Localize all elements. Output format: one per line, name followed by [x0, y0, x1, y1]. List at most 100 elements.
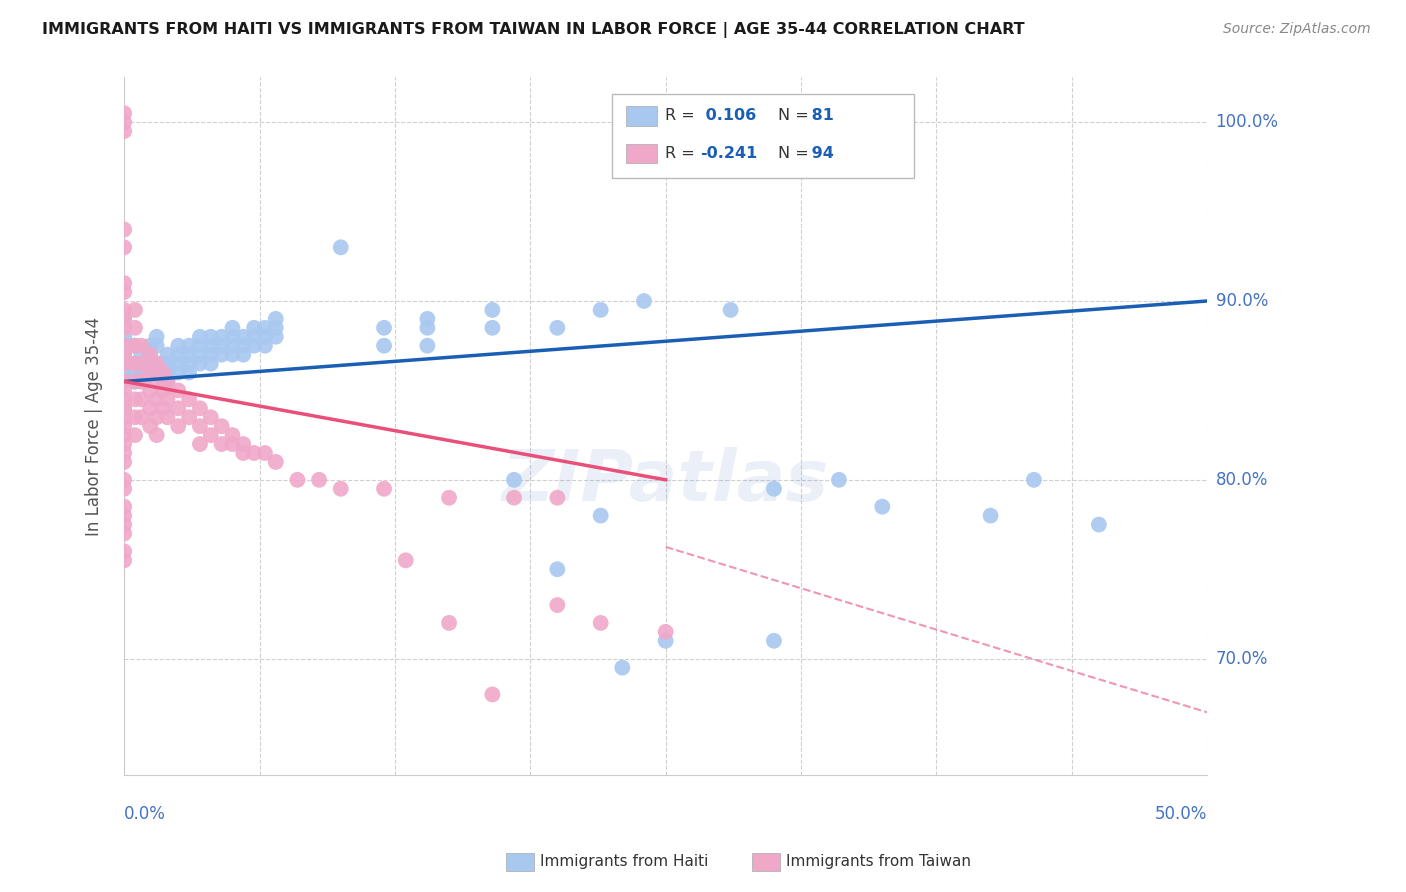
Point: [139, 401, 162, 416]
Point: [112, 357, 135, 371]
Point: [167, 339, 190, 353]
Point: [546, 321, 568, 335]
Point: [395, 553, 418, 567]
Point: [124, 375, 146, 389]
Point: [145, 392, 167, 407]
Text: 100.0%: 100.0%: [1216, 113, 1278, 131]
Point: [112, 446, 135, 460]
Point: [112, 384, 135, 398]
Point: [200, 410, 222, 425]
Point: [156, 375, 179, 389]
Point: [232, 437, 254, 451]
Point: [179, 366, 201, 380]
Point: [437, 615, 460, 630]
Point: [264, 321, 287, 335]
Point: [211, 348, 233, 362]
Point: [124, 302, 146, 317]
Point: [253, 339, 276, 353]
Text: ZIPatlas: ZIPatlas: [502, 448, 830, 516]
Point: [131, 410, 153, 425]
Point: [416, 311, 439, 326]
Point: [124, 339, 146, 353]
Text: R =: R =: [665, 109, 695, 123]
Point: [112, 330, 135, 344]
Point: [654, 624, 676, 639]
Point: [131, 366, 153, 380]
Point: [503, 491, 526, 505]
Point: [1022, 473, 1045, 487]
Text: 50.0%: 50.0%: [1154, 805, 1208, 823]
Text: 94: 94: [806, 146, 834, 161]
Point: [112, 285, 135, 299]
Point: [131, 357, 153, 371]
Point: [179, 339, 201, 353]
Point: [264, 330, 287, 344]
Point: [145, 375, 167, 389]
Point: [179, 392, 201, 407]
Point: [156, 357, 179, 371]
Point: [152, 384, 174, 398]
Point: [188, 348, 211, 362]
Point: [112, 106, 135, 120]
Point: [112, 428, 135, 442]
Point: [112, 222, 135, 236]
Point: [145, 410, 167, 425]
Text: R =: R =: [665, 146, 695, 161]
Point: [232, 339, 254, 353]
Point: [308, 473, 330, 487]
Point: [112, 375, 135, 389]
Point: [589, 615, 612, 630]
Point: [188, 419, 211, 434]
Point: [211, 339, 233, 353]
Point: [167, 401, 190, 416]
Point: [762, 482, 785, 496]
Point: [167, 419, 190, 434]
Point: [167, 357, 190, 371]
Point: [124, 375, 146, 389]
Point: [546, 598, 568, 612]
Point: [179, 348, 201, 362]
Point: [179, 410, 201, 425]
Text: Source: ZipAtlas.com: Source: ZipAtlas.com: [1223, 22, 1371, 37]
Point: [188, 401, 211, 416]
Point: [139, 339, 162, 353]
Point: [179, 357, 201, 371]
Point: [145, 339, 167, 353]
Text: N =: N =: [778, 109, 808, 123]
Point: [633, 293, 655, 308]
Point: [112, 392, 135, 407]
Point: [112, 410, 135, 425]
Point: [253, 330, 276, 344]
Point: [232, 348, 254, 362]
Point: [112, 553, 135, 567]
Point: [112, 339, 135, 353]
Point: [112, 302, 135, 317]
Point: [112, 517, 135, 532]
Point: [112, 366, 135, 380]
Point: [112, 500, 135, 514]
Point: [287, 473, 309, 487]
Point: [112, 115, 135, 129]
Point: [156, 348, 179, 362]
Point: [131, 348, 153, 362]
Point: [872, 500, 894, 514]
Point: [980, 508, 1002, 523]
Point: [139, 384, 162, 398]
Point: [124, 366, 146, 380]
Point: [188, 357, 211, 371]
Point: [232, 446, 254, 460]
Point: [124, 410, 146, 425]
Point: [221, 348, 243, 362]
Point: [131, 375, 153, 389]
Point: [167, 366, 190, 380]
Point: [167, 384, 190, 398]
Point: [373, 321, 395, 335]
Point: [253, 446, 276, 460]
Point: [152, 375, 174, 389]
Point: [762, 633, 785, 648]
Point: [232, 330, 254, 344]
Point: [243, 339, 266, 353]
Point: [145, 428, 167, 442]
Point: [200, 428, 222, 442]
Point: [112, 311, 135, 326]
